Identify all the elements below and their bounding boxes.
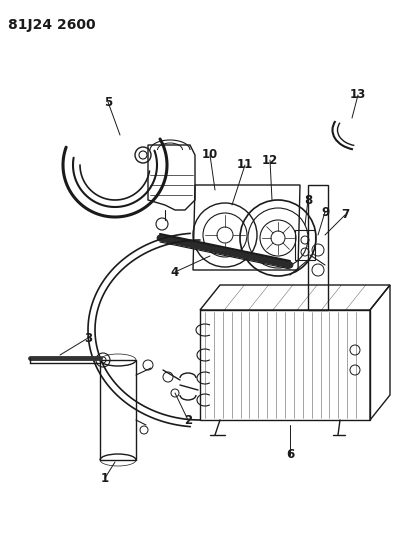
Text: 12: 12 [262,154,278,166]
Text: 1: 1 [101,472,109,484]
Text: 9: 9 [321,206,329,219]
Text: 7: 7 [341,208,349,222]
Text: 5: 5 [104,95,112,109]
Text: 3: 3 [84,332,92,344]
Text: 8: 8 [304,193,312,206]
Text: 10: 10 [202,149,218,161]
Text: 6: 6 [286,448,294,462]
Text: 4: 4 [171,265,179,279]
Text: 81J24 2600: 81J24 2600 [8,18,95,32]
Text: 2: 2 [184,414,192,426]
Text: 11: 11 [237,158,253,172]
Text: 13: 13 [350,88,366,101]
